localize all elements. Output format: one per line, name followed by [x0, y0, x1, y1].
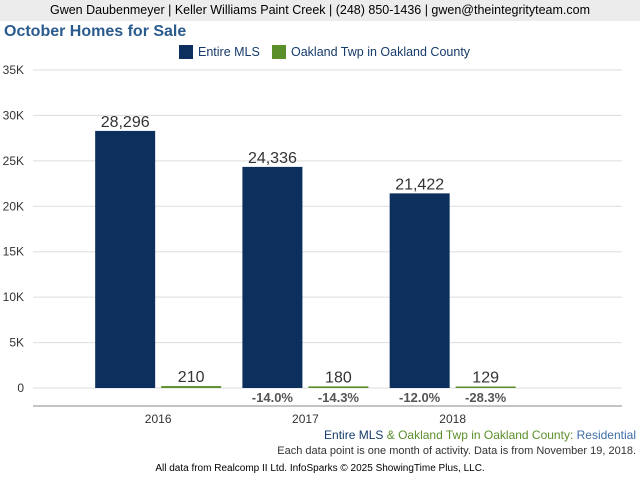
data-label: 28,296 [101, 114, 150, 131]
change-label: -12.0% [399, 390, 441, 405]
bar-oakland-twp [455, 386, 516, 388]
bar-chart: 0 5K 10K 15K 20K 25K 30K 35K 28,296 210 2016 24,336… [3, 63, 622, 426]
legend-label-entire-mls: Entire MLS [198, 45, 260, 59]
data-label: 24,336 [248, 150, 297, 167]
y-tick-label: 5K [9, 336, 24, 350]
x-tick-label: 2017 [292, 412, 319, 426]
y-tick-label: 15K [3, 245, 24, 259]
footer-colon: : [569, 428, 577, 442]
data-label: 180 [325, 369, 352, 386]
legend-item-oakland-twp[interactable]: Oakland Twp in Oakland County [272, 45, 470, 59]
x-tick-label: 2016 [145, 412, 172, 426]
footer-series-description: Entire MLS & Oakland Twp in Oakland Coun… [324, 428, 636, 442]
x-tick-label: 2018 [439, 412, 466, 426]
y-tick-label: 20K [3, 199, 24, 213]
footer-joiner: & [383, 428, 399, 442]
change-label: -28.3% [465, 390, 507, 405]
y-tick-label: 10K [3, 290, 24, 304]
chart-title: October Homes for Sale [4, 23, 187, 40]
contact-header: Gwen Daubenmeyer | Keller Williams Paint… [0, 0, 640, 21]
footer-series-a: Entire MLS [324, 428, 384, 442]
bar-oakland-twp [308, 386, 369, 388]
legend-item-entire-mls[interactable]: Entire MLS [179, 45, 260, 59]
data-label: 21,422 [395, 176, 444, 193]
bar-entire-mls [242, 166, 303, 388]
footer-series-b: Oakland Twp in Oakland County [398, 428, 570, 442]
bar-entire-mls [389, 193, 450, 388]
data-label: 129 [472, 370, 499, 387]
y-tick-label: 0 [17, 381, 24, 395]
legend-swatch-entire-mls [179, 45, 193, 59]
legend-swatch-oakland-twp [272, 45, 286, 59]
chart-legend: Entire MLS Oakland Twp in Oakland County [0, 45, 640, 63]
bar-entire-mls [95, 130, 156, 388]
y-tick-label: 30K [3, 108, 24, 122]
y-tick-label: 25K [3, 154, 24, 168]
footer-property-type: Residential [576, 428, 636, 442]
footer-credit: All data from Realcomp II Ltd. InfoSpark… [155, 463, 485, 474]
footer-note: Each data point is one month of activity… [277, 445, 636, 457]
change-label: -14.0% [252, 390, 294, 405]
legend-label-oakland-twp: Oakland Twp in Oakland County [291, 45, 471, 59]
change-label: -14.3% [318, 390, 360, 405]
data-label: 210 [178, 369, 205, 386]
bar-oakland-twp [161, 386, 222, 388]
y-tick-label: 35K [3, 63, 24, 77]
